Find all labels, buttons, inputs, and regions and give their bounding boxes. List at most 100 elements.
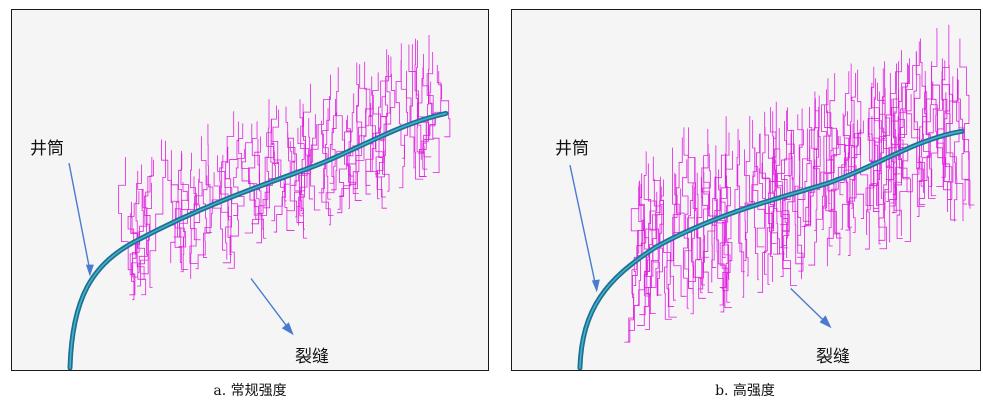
fracture-arrow [790, 287, 832, 329]
fracture-line [633, 186, 662, 286]
fracture-line [794, 108, 803, 265]
fracture-line [131, 201, 147, 296]
fracture-line [736, 128, 745, 273]
fracture-line [720, 159, 731, 303]
fracture-line [712, 145, 724, 306]
fracture-line [809, 107, 821, 231]
panel-high-intensity: 井筒 裂缝 [511, 9, 981, 371]
fracture-line [952, 76, 975, 206]
fracture-line [914, 51, 924, 193]
fracture-line [195, 172, 220, 270]
fracture-line [426, 51, 435, 140]
fracture-line [286, 99, 310, 212]
fracture-line [400, 43, 409, 159]
fracture-line [781, 120, 788, 258]
fracture-line [260, 99, 270, 216]
fracture-line [131, 171, 148, 301]
fracture-line [702, 153, 711, 258]
fracture-line [918, 61, 940, 205]
fracture-line [907, 104, 931, 193]
fracture-line [318, 96, 331, 194]
fracture-line [890, 63, 908, 207]
fracture-line [189, 176, 198, 264]
fracture-line [257, 129, 275, 214]
fracture-line [352, 62, 360, 194]
fracture-line [190, 178, 200, 280]
fracture-line [797, 145, 811, 272]
fracture-line [637, 199, 664, 306]
fracture-line [873, 91, 883, 199]
fracture-line [395, 60, 405, 189]
caption-b: b. 高强度 [715, 383, 775, 399]
fracture-line [701, 143, 725, 313]
fracture-line [930, 24, 950, 197]
fracture-line [200, 136, 211, 258]
fracture-line [797, 100, 816, 218]
fracture-line [266, 105, 287, 202]
fracture-line [843, 71, 853, 228]
fracture-line [769, 107, 777, 282]
fracture-line [675, 137, 694, 315]
fracture-line [850, 72, 865, 219]
fracture-line [161, 139, 180, 264]
fracture-line [322, 107, 331, 200]
fracture-line [918, 38, 931, 182]
fracture-line [945, 64, 954, 212]
fracture-line [270, 109, 286, 233]
fracture-line [378, 73, 396, 192]
fracture-line [820, 136, 839, 209]
fracture-line [408, 44, 425, 153]
fracture-line [639, 178, 663, 316]
panel-conventional-intensity: 井筒 裂缝 [11, 9, 489, 371]
fracture-line [256, 138, 263, 244]
fracture-line [869, 78, 882, 207]
fracture-label: 裂缝 [816, 347, 850, 367]
fracture-line [132, 189, 144, 295]
fracture-line [892, 63, 897, 213]
fracture-line [703, 169, 722, 294]
fracture-line [842, 113, 851, 203]
fracture-line [719, 184, 733, 309]
fracture-line [866, 112, 878, 235]
fracture-line [219, 154, 230, 221]
fracture-line [744, 148, 759, 277]
fracture-line [697, 128, 710, 290]
fracture-line [752, 133, 765, 248]
fracture-line [308, 74, 331, 200]
fracture-label: 裂缝 [295, 347, 329, 367]
fracture-line [647, 163, 657, 315]
fracture-line [873, 68, 886, 209]
wellbore-label: 井筒 [30, 139, 64, 159]
fracture-line [847, 119, 858, 256]
fracture-line [916, 90, 928, 217]
fracture-line [207, 123, 226, 251]
fracture-line [922, 81, 934, 187]
fracture-line [956, 78, 970, 221]
fracture-line [348, 64, 367, 209]
fracture-line [428, 34, 440, 173]
wellbore-label: 井筒 [555, 139, 589, 159]
fracture-line [241, 123, 267, 239]
fracture-line [263, 119, 279, 209]
fracture-line [782, 107, 794, 269]
fracture-line [840, 129, 861, 230]
fracture-line [780, 150, 792, 278]
fracture-line [409, 44, 415, 169]
fracture-line [762, 126, 775, 232]
fracture-line [248, 136, 261, 216]
fracture-line [365, 54, 389, 186]
fracture-line [683, 127, 696, 309]
fracture-line [643, 151, 652, 296]
fracture-line [777, 129, 792, 232]
fracture-line [118, 156, 134, 271]
fracture-line [890, 97, 908, 239]
fracture-line [739, 116, 751, 298]
fracture-line [696, 177, 707, 299]
fracture-line [893, 58, 910, 237]
fracture-line [217, 155, 239, 269]
fracture-line [878, 110, 896, 241]
fracture-line [636, 191, 659, 326]
fracture-line [821, 89, 832, 230]
caption-a: a. 常规强度 [213, 383, 287, 399]
fracture-line [839, 120, 864, 196]
